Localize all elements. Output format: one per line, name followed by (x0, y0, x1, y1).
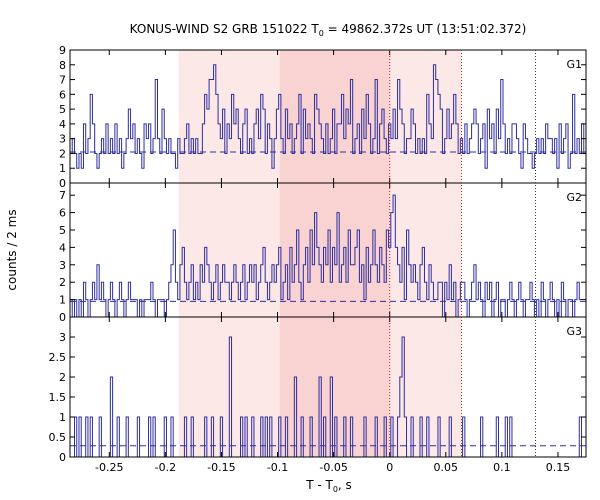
y-tick-label: 7 (59, 74, 66, 87)
y-tick-label: 2 (59, 276, 66, 289)
panel-g3: 0 0.5 1 1.5 2 2.5 3 G3 (49, 316, 587, 464)
y-tick-label: 2.5 (49, 351, 67, 364)
y-tick-label: 5 (59, 103, 66, 116)
x-tick-label: -0.25 (95, 461, 123, 474)
x-tick-label: -0.1 (267, 461, 288, 474)
chart-title-sub: 0 (319, 29, 324, 38)
y-tick-label: 1 (59, 162, 66, 175)
y-tick-label: 6 (59, 88, 66, 101)
x-tick-label: -0.2 (155, 461, 176, 474)
y-tick-label: 7 (59, 189, 66, 202)
y-tick-label: 1.5 (49, 391, 67, 404)
y-tick-label: 4 (59, 118, 66, 131)
y-tick-label: 3 (59, 259, 66, 272)
chart-title-rest: = 49862.372s UT (13:51:02.372) (324, 22, 527, 36)
y-tick-label: 8 (59, 59, 66, 72)
y-tick-label: 0.5 (49, 431, 67, 444)
x-tick-label: 0.05 (434, 461, 459, 474)
y-tick-label: 1 (59, 411, 66, 424)
lightcurve-series-g1 (70, 64, 586, 169)
y-tick-label: 9 (59, 44, 66, 57)
y-tick-label: 2 (59, 371, 66, 384)
x-axis-label-sub: 0 (333, 485, 338, 494)
y-axis-label: counts / 2 ms (5, 209, 19, 290)
y-tick-label: 0 (59, 451, 66, 464)
lightcurve-series-g2 (70, 194, 582, 318)
y-tick-label: 4 (59, 241, 66, 254)
y-tick-label: 2 (59, 147, 66, 160)
chart-title-main: KONUS-WIND S2 GRB 151022 T (130, 22, 320, 36)
y-tick-label: 3 (59, 133, 66, 146)
x-axis-label-main: T - T (305, 478, 333, 492)
x-tick-label: -0.15 (207, 461, 235, 474)
panel-label-g3: G3 (566, 325, 582, 338)
x-tick-label: 0.15 (546, 461, 571, 474)
y-tick-label: 5 (59, 224, 66, 237)
x-tick-label: -0.05 (319, 461, 347, 474)
y-tick-label: 0 (59, 311, 66, 324)
x-axis-label-rest: , s (338, 478, 352, 492)
chart-title: KONUS-WIND S2 GRB 151022 T0 = 49862.372s… (130, 22, 527, 38)
y-tick-label: 0 (59, 177, 66, 190)
x-tick-label: 0.1 (493, 461, 511, 474)
y-tick-label: 3 (59, 331, 66, 344)
y-tick-label: 6 (59, 207, 66, 220)
panel-frame (69, 316, 587, 458)
panel-label-g1: G1 (566, 58, 582, 71)
y-tick-label: 1 (59, 294, 66, 307)
panel-label-g2: G2 (566, 191, 582, 204)
x-tick-label: 0 (386, 461, 393, 474)
x-axis-label: T - T0, s (305, 478, 352, 494)
